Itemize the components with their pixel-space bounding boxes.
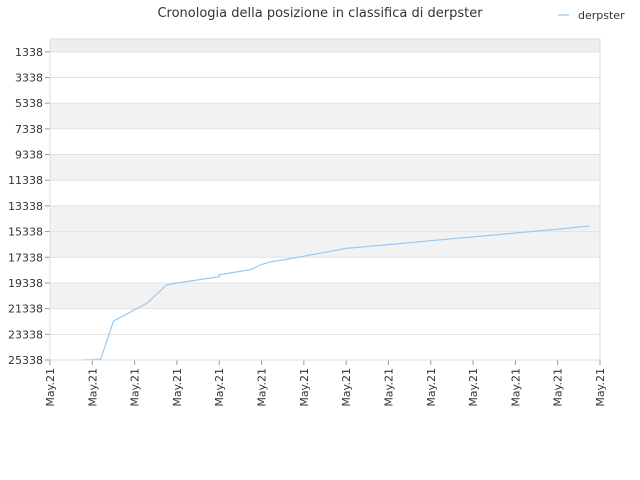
- plot-band: [50, 205, 600, 232]
- plot-band: [50, 334, 600, 360]
- x-tick-label: May.21: [86, 368, 99, 407]
- x-tick-label: May.21: [256, 368, 269, 407]
- x-tick-label: May.21: [129, 368, 142, 407]
- x-tick-label: May.21: [467, 368, 480, 407]
- y-tick-label: 17338: [8, 251, 43, 264]
- x-axis-ticks: May.21 May.21 May.21 May.21 May.21 May.21 May.…: [44, 360, 607, 407]
- series-lines: [81, 225, 590, 361]
- plot-band: [50, 77, 600, 104]
- y-tick-label: 19338: [8, 277, 43, 290]
- x-tick-label: May.21: [594, 368, 607, 407]
- x-tick-label: May.21: [552, 368, 565, 407]
- y-tick-label: 9338: [15, 149, 43, 162]
- legend-label: derpster: [578, 9, 625, 22]
- x-tick-label: May.21: [44, 368, 57, 407]
- y-axis-ticks: 1338 3338 5338 7338 9338 11338 13338 15338 17338…: [8, 46, 50, 367]
- series-line-derpster: [81, 225, 590, 361]
- y-tick-label: 1338: [15, 46, 43, 59]
- x-tick-label: May.21: [171, 368, 184, 407]
- plot-band: [50, 231, 600, 258]
- plot-band: [50, 180, 600, 206]
- chart-title: Cronologia della posizione in classifica…: [157, 6, 483, 21]
- x-tick-label: May.21: [382, 368, 395, 407]
- y-tick-label: 5338: [15, 97, 43, 110]
- y-tick-label: 7338: [15, 123, 43, 136]
- plot-band: [50, 257, 600, 283]
- x-tick-label: May.21: [298, 368, 311, 407]
- x-tick-label: May.21: [213, 368, 226, 407]
- y-tick-label: 23338: [8, 328, 43, 341]
- y-tick-label: 25338: [8, 354, 43, 367]
- plot-frame: [49, 38, 601, 361]
- y-tick-label: 13338: [8, 200, 43, 213]
- y-tick-label: 3338: [15, 72, 43, 85]
- plot-band: [50, 39, 600, 52]
- plot-bands: [50, 39, 600, 360]
- y-tick-label: 11338: [8, 174, 43, 187]
- plot-band: [50, 282, 600, 309]
- plot-band: [50, 154, 600, 181]
- plot-band: [50, 103, 600, 129]
- legend: derpster: [558, 9, 625, 22]
- x-tick-label: May.21: [340, 368, 353, 407]
- x-tick-label: May.21: [509, 368, 522, 407]
- y-tick-label: 15338: [8, 226, 43, 239]
- x-tick-label: May.21: [425, 368, 438, 407]
- plot-band: [50, 308, 600, 335]
- plot-band: [50, 128, 600, 155]
- plot-band: [50, 51, 600, 78]
- y-tick-label: 21338: [8, 303, 43, 316]
